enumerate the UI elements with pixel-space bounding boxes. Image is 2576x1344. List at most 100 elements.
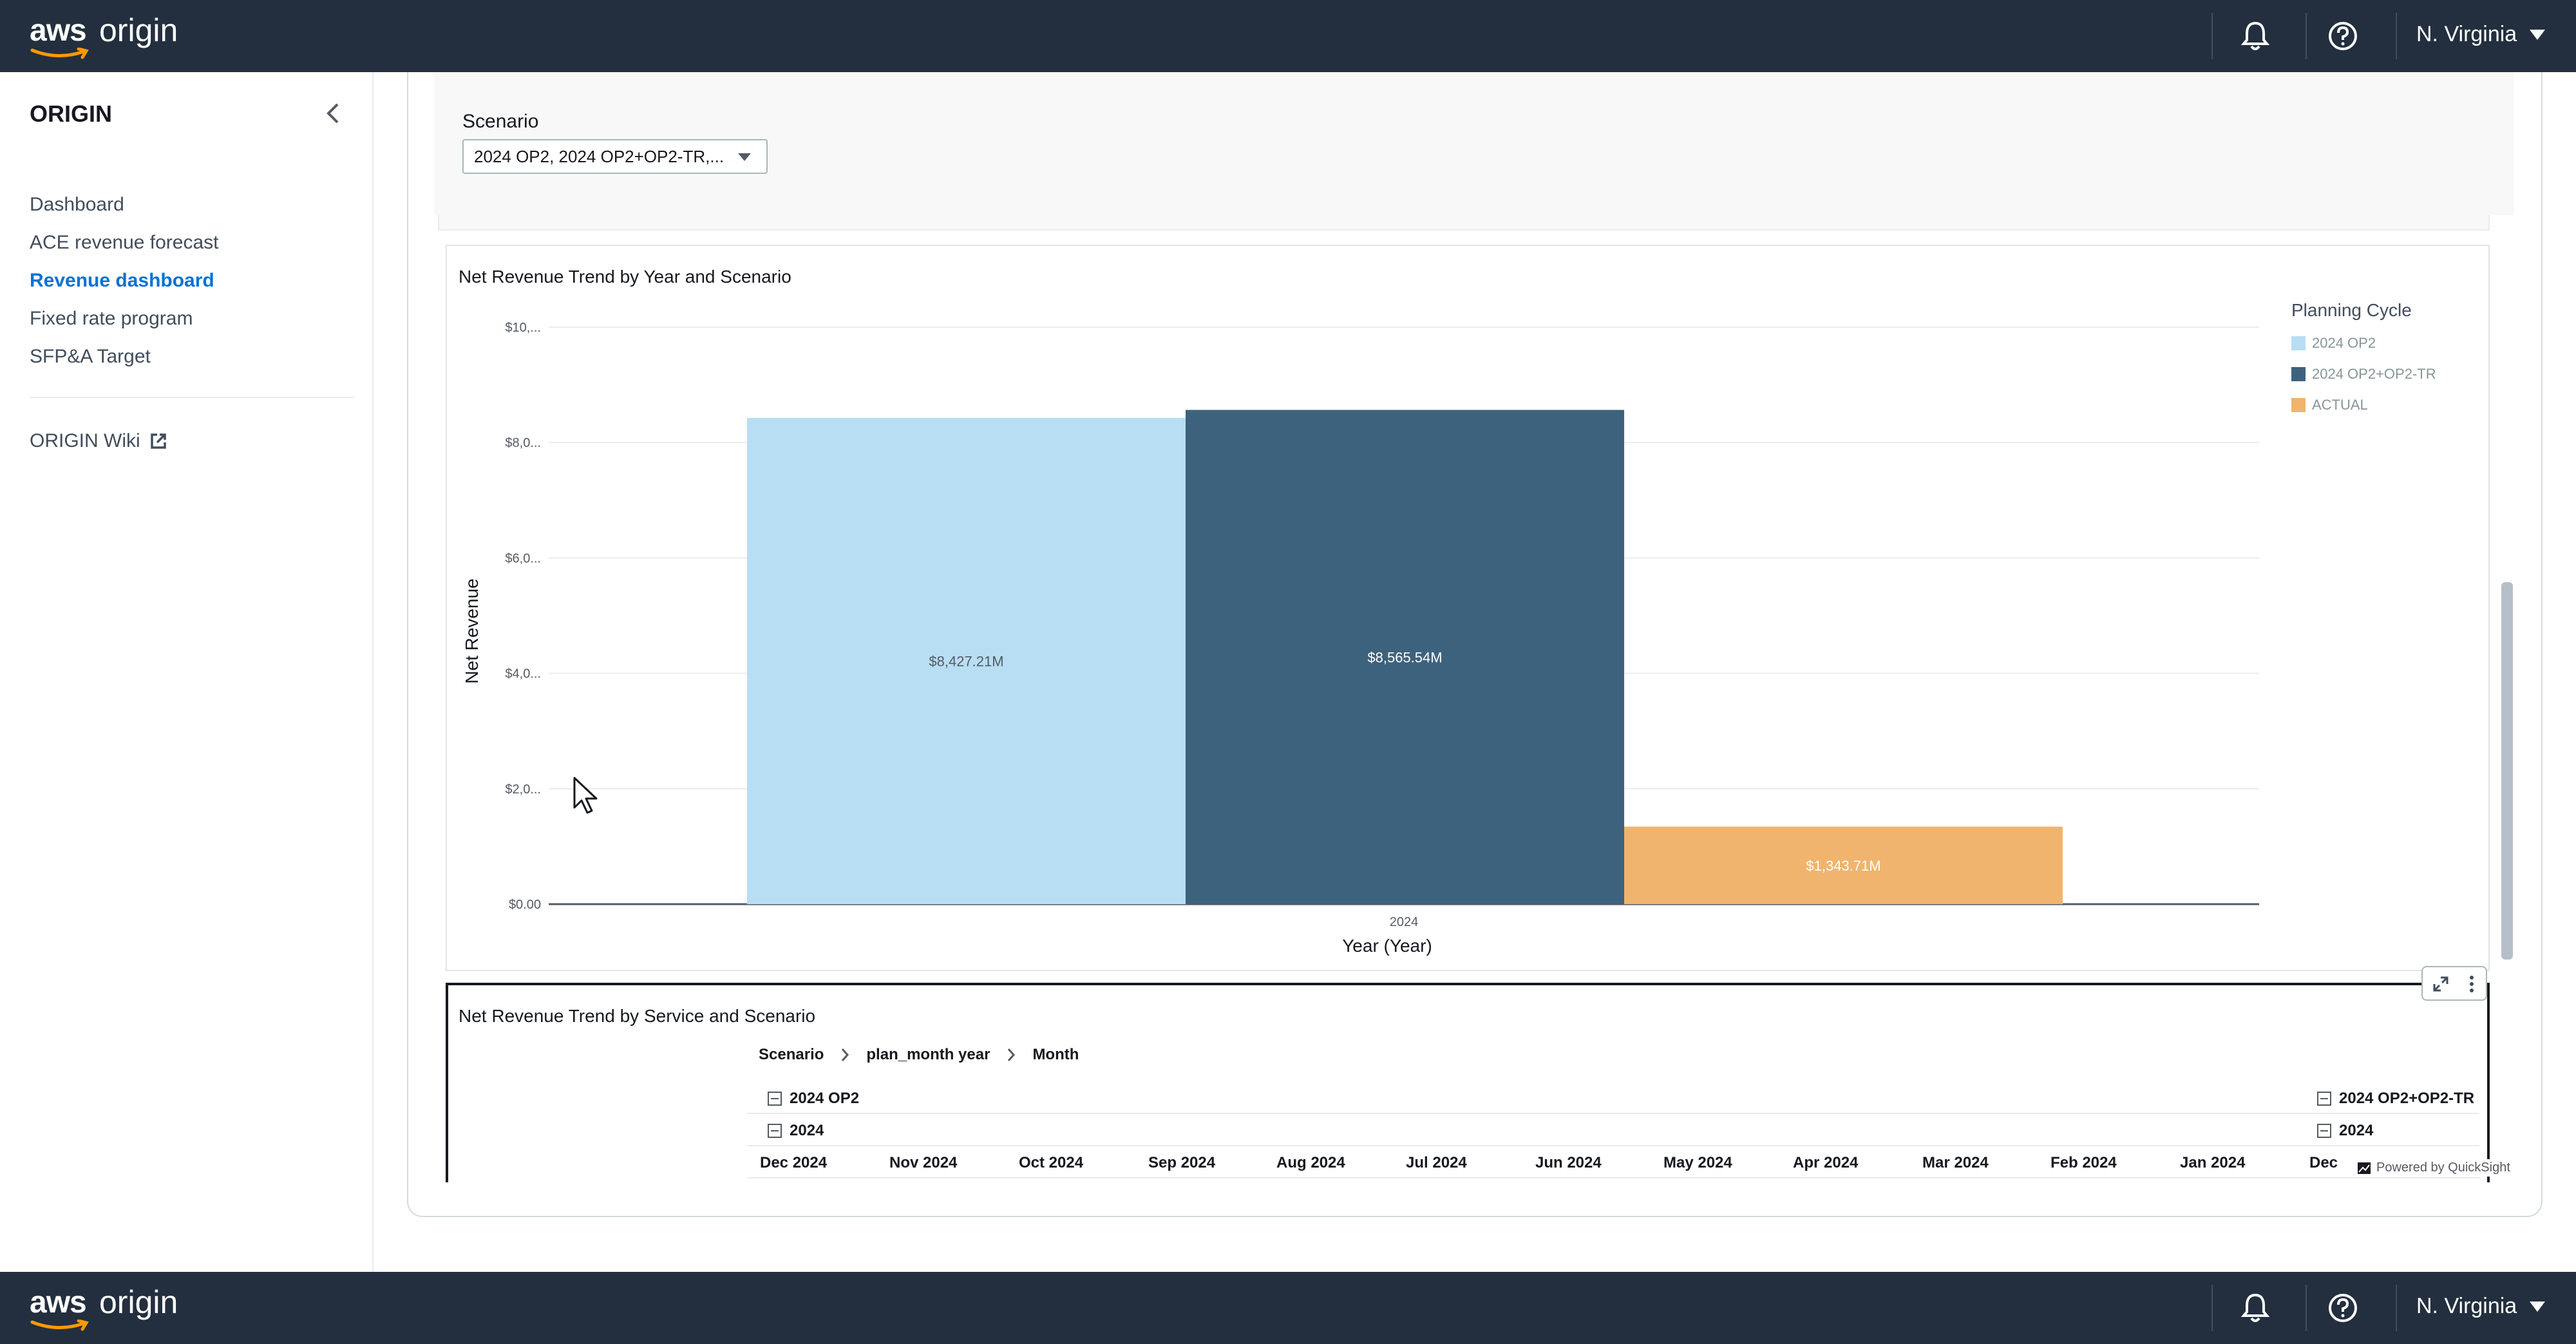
external-link-icon [150,433,166,449]
legend-item-2024-op2-op2-tr[interactable]: 2024 OP2+OP2-TR [2291,366,2436,383]
collapse-icon[interactable] [2317,1124,2331,1138]
bell-icon[interactable] [2237,18,2273,54]
pivot-group-2024-op2[interactable]: 2024 OP2 [768,1090,859,1108]
scenario-label: Scenario [462,111,539,132]
pivot-header-row-month: Dec 2024 Nov 2024 Oct 2024 Sep 2024 Aug … [747,1146,2479,1178]
pivot-group-label: 2024 [790,1122,824,1139]
aws-smile-icon [30,48,89,59]
month-header[interactable]: Jan 2024 [2180,1154,2246,1171]
controls-area: Scenario 2024 OP2, 2024 OP2+OP2-TR,... [434,72,2514,215]
top-navigation-bar: aws origin N. Virginia [0,0,2576,72]
sidebar-item-origin-wiki[interactable]: ORIGIN Wiki [30,430,169,452]
scenario-value: 2024 OP2, 2024 OP2+OP2-TR,... [474,147,724,166]
month-header[interactable]: Aug 2024 [1276,1154,1345,1171]
caret-down-icon [2530,29,2546,40]
sidebar: ORIGIN Dashboard ACE revenue forecast Re… [0,72,374,1272]
pivot-group-label: 2024 OP2+OP2-TR [2339,1090,2475,1107]
collapse-icon[interactable] [768,1124,782,1138]
header-divider [2396,1285,2397,1331]
collapse-icon[interactable] [2317,1092,2331,1106]
breadcrumb-plan-month-year[interactable]: plan_month year [866,1046,990,1063]
scrollbar-thumb[interactable] [2501,582,2513,960]
month-header[interactable]: Jun 2024 [1535,1154,1602,1171]
month-header[interactable]: Oct 2024 [1019,1154,1084,1171]
logo-origin-text: origin [99,12,178,48]
month-header[interactable]: Feb 2024 [2050,1154,2117,1171]
powered-by-label: Powered by QuickSight [2376,1160,2510,1175]
chart-legend: Planning Cycle 2024 OP2 2024 OP2+OP2-TR … [2291,300,2436,413]
month-header[interactable]: Jul 2024 [1406,1154,1467,1171]
breadcrumb: Scenario plan_month year Month [759,1046,1079,1064]
help-circle-icon[interactable] [2325,1290,2361,1326]
mouse-cursor-icon [573,777,598,814]
logo-aws-text: aws [30,1285,87,1320]
pivot-group-year[interactable]: 2024 [2317,1122,2373,1140]
bottom-navigation-bar: aws origin N. Virginia [0,1272,2576,1344]
pivot-group-2024-op2-op2-tr[interactable]: 2024 OP2+OP2-TR [2317,1090,2474,1108]
breadcrumb-scenario[interactable]: Scenario [759,1046,824,1063]
help-circle-icon[interactable] [2325,18,2361,54]
visual-title: Net Revenue Trend by Service and Scenari… [459,1006,816,1026]
sidebar-item-revenue-dashboard[interactable]: Revenue dashboard [30,270,214,291]
legend-item-2024-op2[interactable]: 2024 OP2 [2291,335,2436,352]
legend-label: 2024 OP2+OP2-TR [2312,366,2436,382]
aws-smile-icon [30,1320,89,1331]
logo-origin-text: origin [99,1284,178,1320]
month-header[interactable]: May 2024 [1663,1154,1732,1171]
sidebar-item-ace-revenue-forecast[interactable]: ACE revenue forecast [30,232,219,253]
legend-label: ACTUAL [2312,397,2368,413]
header-divider [2306,13,2307,59]
chart-card-net-revenue-by-year [446,245,2490,971]
scenario-dropdown[interactable]: 2024 OP2, 2024 OP2+OP2-TR,... [462,139,768,174]
logo-aws-text: aws [30,14,87,48]
caret-down-icon [2530,1301,2546,1312]
chevron-left-icon[interactable] [321,99,346,128]
legend-swatch [2291,367,2306,381]
pivot-header-row-year: 2024 2024 [747,1114,2479,1146]
sidebar-item-dashboard[interactable]: Dashboard [30,194,124,215]
month-header[interactable]: Mar 2024 [1922,1154,1989,1171]
legend-swatch [2291,398,2306,412]
bell-icon[interactable] [2237,1290,2273,1326]
legend-swatch [2291,336,2306,350]
region-label: N. Virginia [2416,22,2517,46]
visual-net-revenue-by-service[interactable] [446,983,2490,1182]
sidebar-title: ORIGIN [30,100,113,127]
more-vertical-icon[interactable] [2463,974,2481,994]
legend-title: Planning Cycle [2291,300,2412,320]
pivot-header-row-scenario: 2024 OP2 2024 OP2+OP2-TR [747,1082,2479,1114]
header-divider [2211,13,2213,59]
sidebar-item-fixed-rate-program[interactable]: Fixed rate program [30,308,193,329]
controls-bottom-edge [438,215,2490,231]
sidebar-item-sfpa-target[interactable]: SFP&A Target [30,346,151,367]
caret-down-icon [738,153,751,161]
region-label: N. Virginia [2416,1294,2517,1318]
visual-toolbar [2421,966,2487,1001]
region-selector[interactable]: N. Virginia [2416,22,2546,47]
breadcrumb-month[interactable]: Month [1032,1046,1079,1063]
header-divider [2396,13,2397,59]
month-header[interactable]: Dec [2309,1154,2338,1171]
legend-item-actual[interactable]: ACTUAL [2291,397,2436,413]
wiki-label: ORIGIN Wiki [30,430,140,451]
month-header[interactable]: Apr 2024 [1793,1154,1859,1171]
sidebar-nav: Dashboard ACE revenue forecast Revenue d… [30,185,218,375]
month-header[interactable]: Dec 2024 [760,1154,828,1171]
month-header[interactable]: Nov 2024 [889,1154,958,1171]
expand-icon[interactable] [2430,974,2451,994]
header-divider [2306,1285,2307,1331]
region-selector[interactable]: N. Virginia [2416,1294,2546,1319]
quicksight-icon [2358,1162,2371,1174]
month-header[interactable]: Sep 2024 [1148,1154,1216,1171]
pivot-group-year[interactable]: 2024 [768,1122,824,1140]
powered-by-quicksight: Powered by QuickSight [2354,1159,2513,1177]
legend-label: 2024 OP2 [2312,335,2376,351]
pivot-group-label: 2024 [2339,1122,2374,1139]
sidebar-divider [30,397,354,398]
pivot-table: 2024 OP2 2024 OP2+OP2-TR 2024 2024 Dec 2… [747,1082,2479,1178]
chevron-right-icon [1008,1048,1016,1061]
chart-title: Net Revenue Trend by Year and Scenario [459,267,791,287]
chevron-right-icon [842,1048,849,1061]
collapse-icon[interactable] [768,1092,782,1106]
pivot-group-label: 2024 OP2 [790,1090,860,1107]
